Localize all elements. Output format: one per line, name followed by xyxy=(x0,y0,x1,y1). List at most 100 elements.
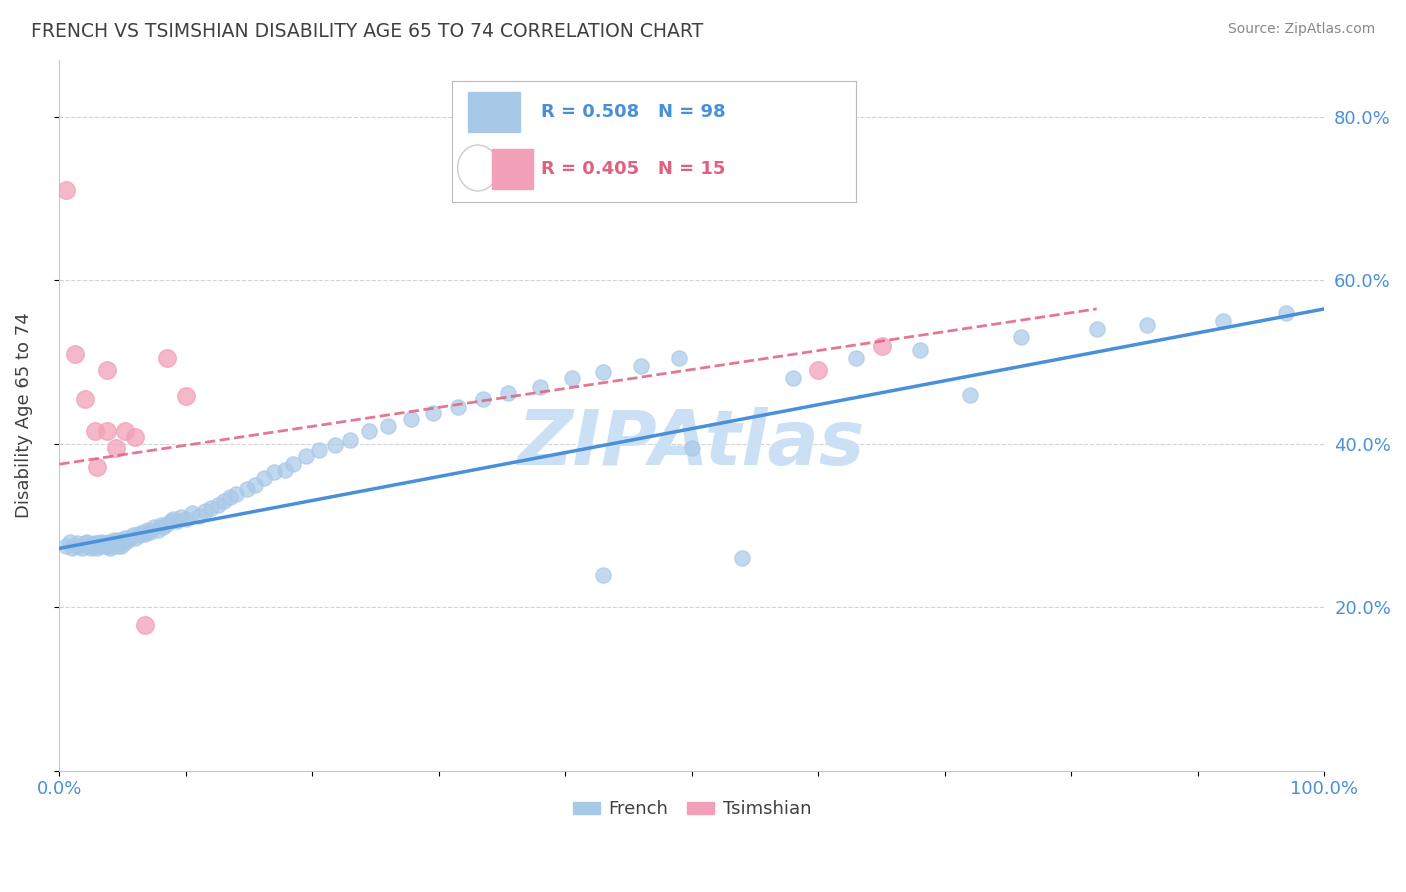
Point xyxy=(103,533,125,548)
Point xyxy=(86,536,108,550)
Point xyxy=(225,487,247,501)
Point xyxy=(194,504,217,518)
Point xyxy=(1085,322,1108,336)
Point xyxy=(79,539,101,553)
Point xyxy=(181,506,204,520)
Point xyxy=(105,534,128,549)
Point xyxy=(66,536,89,550)
Point xyxy=(94,539,117,553)
Point xyxy=(63,539,86,553)
Text: ZIPAtlas: ZIPAtlas xyxy=(519,407,866,481)
Point xyxy=(143,520,166,534)
Point xyxy=(156,516,179,531)
Point xyxy=(73,536,96,550)
Point xyxy=(86,459,108,474)
Point xyxy=(253,471,276,485)
Point xyxy=(136,523,159,537)
Point xyxy=(1212,314,1234,328)
Point xyxy=(108,536,131,550)
Point xyxy=(283,457,305,471)
Point xyxy=(96,363,118,377)
Point xyxy=(139,524,162,539)
Point xyxy=(782,371,804,385)
Point xyxy=(359,425,381,439)
Point xyxy=(162,512,184,526)
Point xyxy=(845,351,868,365)
Point xyxy=(110,539,132,553)
Point xyxy=(58,534,80,549)
Point xyxy=(219,490,242,504)
Point xyxy=(112,536,135,550)
Point xyxy=(111,533,134,548)
Point xyxy=(83,536,105,550)
Point xyxy=(96,536,118,550)
Point xyxy=(235,482,257,496)
Point xyxy=(132,524,155,539)
Point xyxy=(55,539,77,553)
Y-axis label: Disability Age 65 to 74: Disability Age 65 to 74 xyxy=(15,312,32,518)
Point xyxy=(121,528,143,542)
Point xyxy=(104,536,127,550)
Point xyxy=(1010,330,1032,344)
Point xyxy=(1136,318,1159,333)
Point xyxy=(127,526,149,541)
Point xyxy=(377,418,399,433)
Point xyxy=(870,339,893,353)
Point xyxy=(592,365,614,379)
Point xyxy=(107,539,129,553)
Point xyxy=(83,425,105,439)
Text: FRENCH VS TSIMSHIAN DISABILITY AGE 65 TO 74 CORRELATION CHART: FRENCH VS TSIMSHIAN DISABILITY AGE 65 TO… xyxy=(31,22,703,41)
Point xyxy=(134,618,156,632)
Point xyxy=(117,533,139,548)
Point xyxy=(89,539,111,553)
Point xyxy=(90,534,112,549)
Point xyxy=(212,494,235,508)
Point xyxy=(630,359,652,373)
Point xyxy=(668,351,690,365)
Point xyxy=(73,392,96,406)
Point xyxy=(86,541,108,556)
Point xyxy=(529,379,551,393)
Point xyxy=(124,430,146,444)
Point xyxy=(174,389,197,403)
Point xyxy=(63,347,86,361)
Point xyxy=(308,443,330,458)
Point xyxy=(472,392,495,406)
Point xyxy=(592,567,614,582)
Text: Source: ZipAtlas.com: Source: ZipAtlas.com xyxy=(1227,22,1375,37)
Point xyxy=(166,515,188,529)
Point xyxy=(76,534,98,549)
Point xyxy=(108,533,131,548)
Point xyxy=(323,438,346,452)
Point xyxy=(100,536,122,550)
Point xyxy=(129,528,152,542)
Point xyxy=(561,371,583,385)
Point xyxy=(170,510,193,524)
Point xyxy=(207,498,229,512)
Point xyxy=(245,477,267,491)
Point xyxy=(187,508,209,523)
Point xyxy=(93,536,115,550)
Point xyxy=(273,463,295,477)
Point xyxy=(146,523,169,537)
Point xyxy=(156,351,179,365)
Point xyxy=(114,425,136,439)
Point xyxy=(82,538,104,552)
Point xyxy=(134,526,156,541)
Point xyxy=(114,531,136,545)
Point xyxy=(96,539,118,553)
Point xyxy=(807,363,830,377)
Point xyxy=(731,551,754,566)
Point xyxy=(422,406,444,420)
Legend: French, Tsimshian: French, Tsimshian xyxy=(565,793,818,826)
Point xyxy=(149,518,172,533)
Point xyxy=(70,541,93,556)
Point xyxy=(97,534,120,549)
Point xyxy=(60,541,83,556)
Point xyxy=(295,449,318,463)
Point xyxy=(159,515,181,529)
Point xyxy=(263,466,285,480)
Point xyxy=(152,520,174,534)
Point xyxy=(399,412,422,426)
Point xyxy=(105,441,128,455)
